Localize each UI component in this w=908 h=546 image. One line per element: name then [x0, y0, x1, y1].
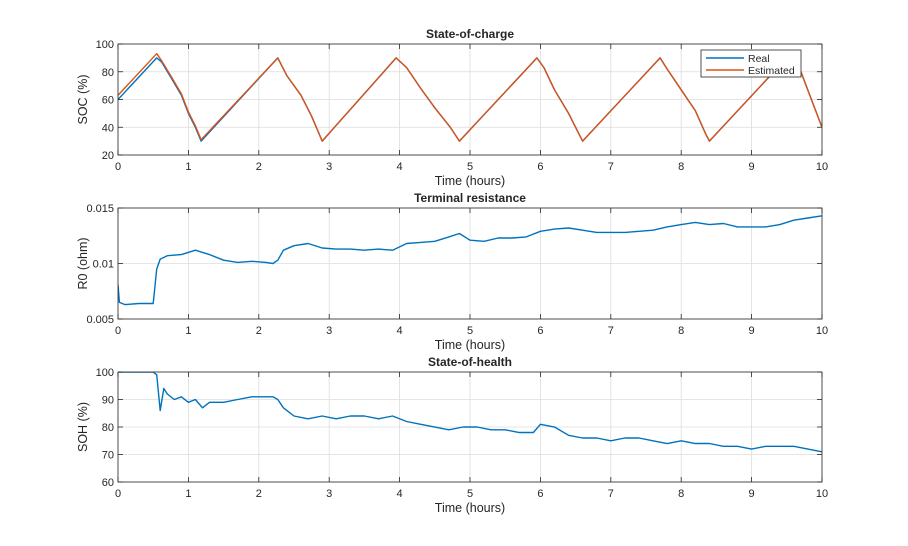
y-tick-label: 60 — [102, 95, 114, 107]
legend-label-estimated: Estimated — [748, 65, 795, 77]
x-tick-label: 2 — [256, 161, 262, 173]
x-tick-label: 9 — [749, 161, 755, 173]
series-line-estimated — [118, 53, 822, 142]
x-tick-label: 10 — [816, 161, 828, 173]
x-tick-label: 2 — [256, 488, 262, 500]
y-axis-label: SOC (%) — [76, 75, 90, 125]
x-tick-label: 0 — [115, 488, 121, 500]
x-tick-label: 8 — [678, 161, 684, 173]
x-tick-label: 4 — [397, 325, 403, 337]
x-tick-label: 7 — [608, 325, 614, 337]
chart-title: State-of-health — [428, 355, 512, 369]
x-tick-label: 10 — [816, 325, 828, 337]
x-tick-label: 7 — [608, 161, 614, 173]
y-tick-label: 100 — [96, 39, 114, 51]
x-axis-label: Time (hours) — [435, 338, 505, 352]
x-tick-label: 0 — [115, 325, 121, 337]
x-tick-label: 5 — [467, 325, 473, 337]
x-tick-label: 1 — [185, 325, 191, 337]
x-tick-label: 9 — [749, 325, 755, 337]
legend-box — [700, 49, 802, 78]
y-tick-label: 0.005 — [86, 314, 114, 326]
y-axis-label: R0 (ohm) — [76, 237, 90, 289]
x-tick-label: 1 — [185, 161, 191, 173]
x-tick-label: 1 — [185, 488, 191, 500]
legend-label-real: Real — [748, 53, 770, 65]
x-tick-label: 10 — [816, 488, 828, 500]
x-tick-label: 4 — [397, 488, 403, 500]
x-tick-label: 2 — [256, 325, 262, 337]
x-tick-label: 8 — [678, 488, 684, 500]
chart-title: State-of-charge — [426, 27, 514, 41]
series-line-data — [118, 372, 822, 453]
x-tick-label: 6 — [537, 325, 543, 337]
x-tick-label: 0 — [115, 161, 121, 173]
chart-panel-1: 0 1 2 3 4 5 6 7 8 9 10 20 40 60 80 100 State-of-charge Ti… — [76, 27, 828, 188]
x-tick-label: 3 — [326, 161, 332, 173]
y-axis-label: SOH (%) — [76, 402, 90, 452]
y-tick-label: 0.015 — [86, 203, 114, 215]
x-tick-label: 4 — [397, 161, 403, 173]
chart-title: Terminal resistance — [414, 191, 526, 205]
y-tick-label: 60 — [102, 477, 114, 489]
x-tick-label: 5 — [467, 161, 473, 173]
x-tick-label: 8 — [678, 325, 684, 337]
x-tick-label: 7 — [608, 488, 614, 500]
y-tick-label: 80 — [102, 67, 114, 79]
x-tick-label: 9 — [749, 488, 755, 500]
chart-panel-2: 0 1 2 3 4 5 6 7 8 9 10 0.005 0.01 0.015 Terminal resis… — [76, 191, 828, 352]
y-tick-label: 80 — [102, 422, 114, 434]
x-axis-label: Time (hours) — [435, 174, 505, 188]
y-tick-label: 70 — [102, 450, 114, 462]
chart-panel-3: 0 1 2 3 4 5 6 7 8 9 10 60 70 80 90 100 State-of-health Ti… — [76, 355, 828, 515]
x-tick-label: 3 — [326, 325, 332, 337]
y-tick-label: 20 — [102, 150, 114, 162]
x-axis-label: Time (hours) — [435, 501, 505, 515]
y-tick-label: 40 — [102, 122, 114, 134]
x-tick-label: 3 — [326, 488, 332, 500]
y-tick-label: 100 — [96, 367, 114, 379]
y-tick-label: 90 — [102, 395, 114, 407]
series-line-data — [118, 215, 822, 306]
x-tick-label: 6 — [537, 161, 543, 173]
y-tick-label: 0.01 — [93, 259, 114, 271]
x-tick-label: 5 — [467, 488, 473, 500]
x-tick-label: 6 — [537, 488, 543, 500]
